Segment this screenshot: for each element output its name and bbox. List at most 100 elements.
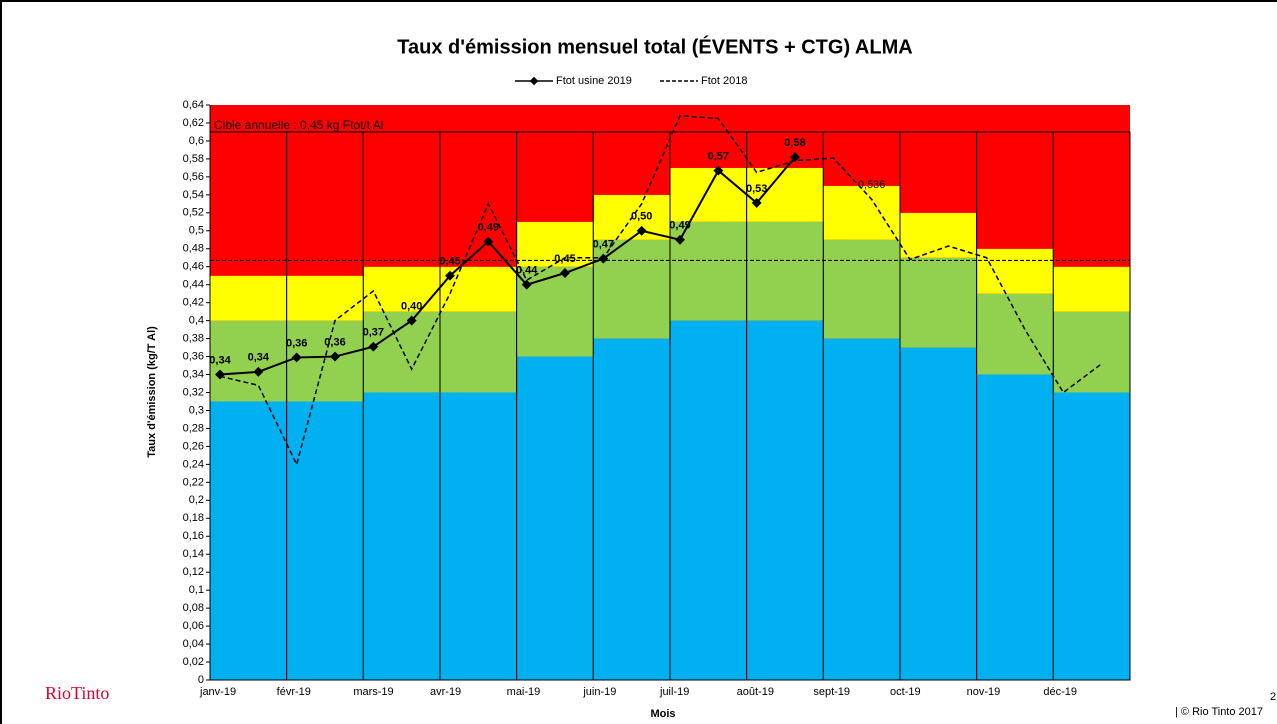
- band-segment: [363, 311, 440, 393]
- band-segment: [593, 338, 670, 680]
- band-segment: [746, 221, 824, 321]
- band-segment: [823, 131, 900, 186]
- band-segment: [210, 275, 287, 321]
- y-tick-label: 0,46: [183, 261, 204, 273]
- y-tick-label: 0,58: [183, 153, 204, 165]
- x-tick-label: sept-19: [813, 686, 850, 698]
- band-segment: [670, 131, 747, 168]
- band-segment: [286, 401, 364, 680]
- y-tick-label: 0,22: [183, 476, 204, 488]
- legend-label: Ftot 2018: [701, 75, 747, 87]
- line-2018: [219, 114, 1103, 467]
- y-tick-label: 0,5: [189, 225, 204, 237]
- band-segment: [976, 131, 1054, 249]
- band-segment: [823, 338, 900, 680]
- band-segment: [900, 131, 977, 213]
- data-label: 0,47: [593, 239, 614, 251]
- y-tick-label: 0,04: [183, 638, 204, 650]
- data-label: 0,49: [669, 220, 690, 232]
- marker: [675, 234, 685, 245]
- data-label: 0,57: [708, 150, 729, 162]
- marker: [636, 225, 647, 236]
- band-segment: [976, 374, 1054, 680]
- band-segment: [516, 221, 594, 267]
- band-segment: [976, 293, 1054, 375]
- y-tick-label: 0,38: [183, 333, 204, 345]
- x-tick-label: déc-19: [1043, 686, 1077, 698]
- data-label: 0,536: [858, 179, 886, 191]
- band-segment: [286, 320, 364, 402]
- data-label: 0,34: [209, 354, 231, 366]
- data-label: 0,45: [554, 253, 575, 265]
- y-tick-label: 0,26: [183, 440, 204, 452]
- marker: [713, 165, 724, 176]
- y-tick-label: 0,08: [183, 602, 204, 614]
- logo: RioTinto: [45, 683, 109, 703]
- band-segment: [440, 392, 517, 680]
- marker: [521, 279, 532, 290]
- band-segment: [363, 392, 440, 680]
- band-segment: [516, 266, 594, 357]
- band-segment: [210, 401, 287, 680]
- band-segment: [363, 266, 440, 312]
- marker: [751, 197, 762, 208]
- band-segment: [363, 131, 440, 267]
- marker: [291, 352, 302, 363]
- y-tick-label: 0,02: [183, 656, 204, 668]
- band-segment: [976, 248, 1054, 294]
- y-tick-label: 0,44: [183, 279, 204, 291]
- band-segment: [593, 239, 670, 339]
- y-tick-label: 0,54: [183, 189, 204, 201]
- band-segment: [440, 131, 517, 267]
- y-tick-label: 0: [198, 674, 204, 686]
- marker: [445, 270, 455, 281]
- y-axis-label: Taux d'émission (kg/T Al): [146, 326, 158, 458]
- band-segment: [1053, 311, 1130, 393]
- band-segment: [670, 320, 747, 680]
- y-tick-label: 0,64: [183, 99, 204, 111]
- y-tick-label: 0,12: [183, 566, 204, 578]
- y-tick-label: 0,16: [183, 530, 204, 542]
- band-segment: [593, 131, 670, 195]
- marker: [560, 268, 570, 278]
- copyright: | © Rio Tinto 2017: [1175, 706, 1263, 718]
- annotation: Cible annuelle : 0,45 kg Ftot/t Al: [214, 118, 383, 132]
- y-tick-label: 0,52: [183, 207, 204, 219]
- data-label: 0,58: [784, 137, 805, 149]
- x-tick-label: janv-19: [199, 686, 236, 698]
- data-label: 0,36: [286, 337, 307, 349]
- band-segment: [823, 239, 900, 339]
- data-label: 0,34: [248, 352, 270, 364]
- band-segment: [286, 275, 364, 321]
- data-label: 0,40: [401, 301, 422, 313]
- y-tick-label: 0,28: [183, 422, 204, 434]
- y-tick-label: 0,48: [183, 243, 204, 255]
- y-tick-label: 0,4: [189, 315, 204, 327]
- band-segment: [746, 167, 824, 222]
- band-segment: [1053, 131, 1130, 267]
- data-label: 0,37: [363, 327, 384, 339]
- x-tick-label: juin-19: [582, 686, 616, 698]
- marker: [368, 341, 379, 352]
- band-segment: [746, 131, 824, 168]
- band-segment: [1053, 392, 1130, 680]
- y-tick-label: 0,1: [189, 584, 204, 596]
- x-tick-label: mars-19: [353, 686, 393, 698]
- y-tick-label: 0,2: [189, 494, 204, 506]
- marker: [330, 351, 340, 362]
- band-segment: [900, 257, 977, 348]
- x-tick-label: oct-19: [890, 686, 921, 698]
- y-tick-label: 0,3: [189, 404, 204, 416]
- marker: [406, 315, 417, 326]
- data-label: 0,49: [478, 221, 499, 233]
- band-segment: [746, 320, 824, 680]
- chart-title: Taux d'émission mensuel total (ÉVENTS + …: [397, 35, 912, 58]
- marker: [253, 366, 264, 377]
- legend-marker: [529, 76, 539, 86]
- band-segment: [670, 167, 747, 222]
- y-tick-label: 0,56: [183, 171, 204, 183]
- x-tick-label: nov-19: [967, 686, 1001, 698]
- band-segment: [1053, 266, 1130, 312]
